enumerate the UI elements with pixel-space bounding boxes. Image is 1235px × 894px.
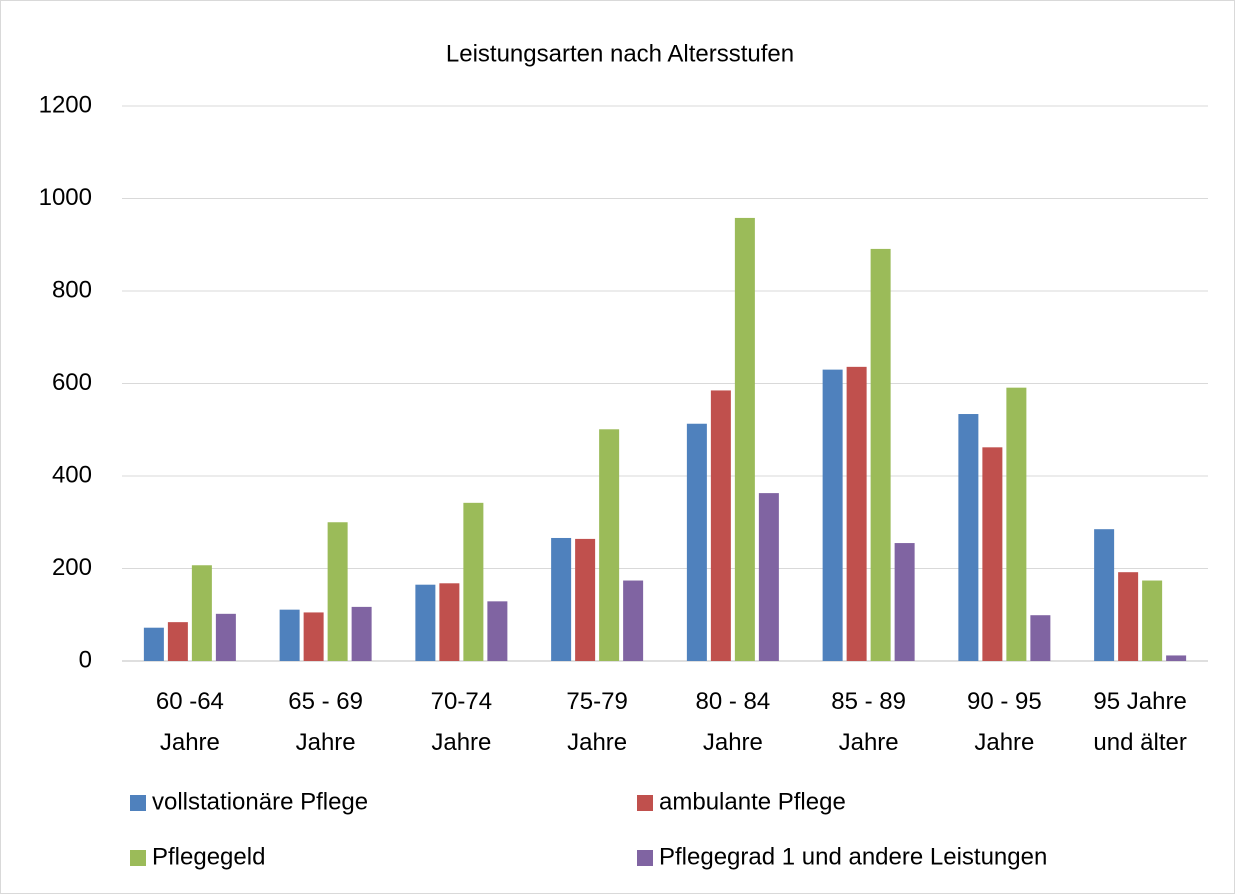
bar xyxy=(1142,580,1163,661)
bar xyxy=(463,502,484,661)
legend-swatch xyxy=(130,795,146,811)
legend-swatch xyxy=(637,850,653,866)
bar xyxy=(575,538,596,661)
bar xyxy=(439,583,460,661)
bar xyxy=(1094,529,1115,661)
bar xyxy=(167,622,188,661)
bar xyxy=(351,606,372,661)
bar xyxy=(1166,655,1187,661)
bar xyxy=(894,543,915,661)
bar xyxy=(822,369,843,661)
bar xyxy=(1118,572,1139,661)
x-tick-label: 90 - 95 Jahre xyxy=(967,688,1042,756)
x-tick-label: 75-79 Jahre xyxy=(566,688,627,756)
x-tick-label: 60 -64 Jahre xyxy=(156,688,224,756)
bar xyxy=(279,609,300,661)
y-tick-label: 600 xyxy=(52,369,92,396)
chart-title: Leistungsarten nach Altersstufen xyxy=(446,40,794,67)
bar xyxy=(215,613,236,661)
bar xyxy=(686,423,707,661)
bar xyxy=(870,248,891,661)
y-tick-label: 400 xyxy=(52,461,92,488)
bar xyxy=(191,565,212,661)
bar xyxy=(303,612,324,661)
bar xyxy=(958,414,979,661)
y-tick-label: 1200 xyxy=(39,91,92,118)
x-tick-label: 65 - 69 Jahre xyxy=(288,688,363,756)
bar xyxy=(846,366,867,661)
x-tick-label: 85 - 89 Jahre xyxy=(831,688,906,756)
y-tick-label: 0 xyxy=(79,646,92,673)
bar xyxy=(982,447,1003,661)
legend-label: Pflegegeld xyxy=(152,843,265,870)
legend-label: vollstationäre Pflege xyxy=(152,788,368,815)
x-tick-label: 80 - 84 Jahre xyxy=(696,688,771,756)
legend-swatch xyxy=(130,850,146,866)
y-tick-label: 1000 xyxy=(39,184,92,211)
bar xyxy=(758,493,779,661)
legend-label: ambulante Pflege xyxy=(659,788,846,815)
legend-swatch xyxy=(637,795,653,811)
x-tick-label: 95 Jahre und älter xyxy=(1093,688,1186,756)
bar xyxy=(487,601,508,661)
bar xyxy=(599,429,620,661)
legend-label: Pflegegrad 1 und andere Leistungen xyxy=(659,843,1047,870)
x-tick-label: 70-74 Jahre xyxy=(431,688,492,756)
y-tick-label: 800 xyxy=(52,276,92,303)
y-tick-label: 200 xyxy=(52,554,92,581)
bar xyxy=(415,584,436,661)
bar xyxy=(551,537,572,661)
bar xyxy=(734,217,755,662)
bar xyxy=(1030,615,1051,661)
bar xyxy=(623,580,644,661)
bar xyxy=(327,522,348,661)
bar xyxy=(1006,387,1027,661)
bar xyxy=(143,627,164,661)
bar xyxy=(710,390,731,661)
